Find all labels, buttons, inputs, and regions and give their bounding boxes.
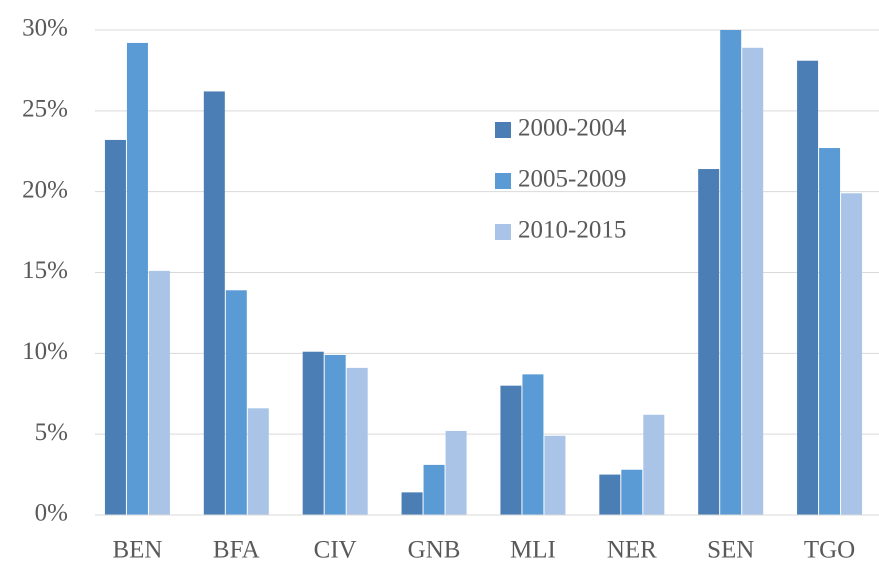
x-tick-label: SEN	[707, 537, 754, 563]
bar	[104, 139, 126, 515]
legend-swatch	[495, 122, 511, 138]
bar	[720, 30, 742, 515]
bar	[742, 47, 764, 516]
y-tick-label: 30%	[22, 15, 68, 42]
bar	[643, 414, 665, 515]
bar	[698, 169, 720, 516]
y-tick-label: 15%	[22, 257, 68, 284]
bar	[621, 469, 643, 515]
bar	[445, 430, 467, 515]
bar	[247, 408, 269, 515]
x-tick-label: BFA	[213, 537, 260, 563]
y-tick-label: 0%	[35, 500, 68, 527]
legend-swatch	[495, 173, 511, 189]
bar	[126, 42, 148, 515]
bar	[500, 385, 522, 515]
bar	[841, 193, 863, 516]
legend-swatch	[495, 224, 511, 240]
bar	[522, 374, 544, 515]
bar	[599, 474, 621, 515]
y-tick-label: 10%	[22, 338, 68, 365]
x-tick-label: GNB	[408, 537, 461, 563]
bar	[324, 354, 346, 515]
y-tick-label: 25%	[22, 96, 68, 123]
bar	[423, 464, 445, 515]
y-tick-label: 5%	[35, 419, 68, 446]
x-tick-label: BEN	[112, 537, 162, 563]
legend-label: 2010-2015	[518, 217, 626, 244]
bar	[225, 290, 247, 515]
bar	[797, 60, 819, 515]
x-tick-label: NER	[607, 537, 657, 563]
x-tick-label: TGO	[804, 537, 855, 563]
y-tick-label: 20%	[22, 176, 68, 203]
bar	[148, 270, 170, 515]
bar	[346, 367, 368, 515]
bar	[401, 492, 423, 515]
x-tick-label: MLI	[510, 537, 556, 563]
bar	[544, 435, 566, 515]
x-tick-label: CIV	[314, 537, 357, 563]
legend-label: 2005-2009	[518, 166, 626, 193]
bar	[203, 91, 225, 515]
legend-label: 2000-2004	[518, 115, 627, 142]
bar	[302, 351, 324, 515]
bar	[819, 148, 841, 515]
